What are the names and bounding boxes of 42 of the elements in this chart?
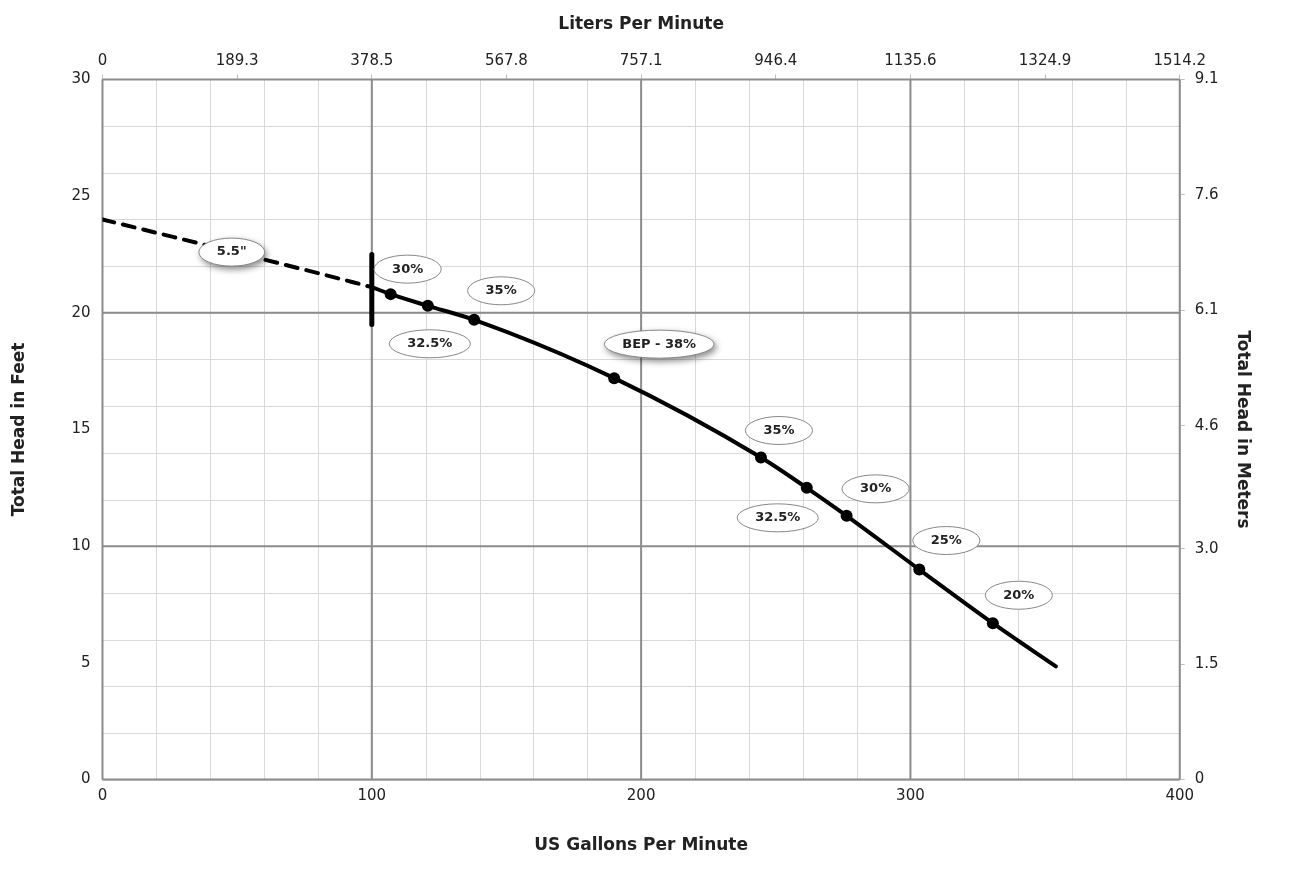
x2-tick-label: 1514.2 (1153, 51, 1206, 70)
annotation: 32.5% (407, 335, 453, 351)
annotation: 5.5" (216, 243, 247, 259)
annotation: 32.5% (755, 509, 801, 525)
x2-tick-label: 946.4 (754, 51, 798, 70)
annotation: 20% (1003, 586, 1035, 602)
x-tick-label: 0 (97, 786, 108, 805)
x-tick-label: 100 (357, 786, 387, 805)
annotation: 30% (860, 480, 892, 496)
y-tick-label: 10 (71, 536, 91, 555)
y2-tick-label: 9.1 (1194, 69, 1219, 88)
x2-tick-label: 1135.6 (884, 51, 937, 70)
annotation: 30% (392, 260, 424, 276)
annotation: 35% (763, 421, 795, 437)
y2-tick-label: 4.6 (1194, 415, 1219, 434)
x2-tick-label: 567.8 (484, 51, 528, 70)
y-tick-label: 15 (71, 419, 91, 438)
y-tick-label: 25 (71, 185, 91, 204)
x2-axis-title: Liters Per Minute (558, 12, 724, 33)
annotation: 35% (485, 282, 517, 298)
x-tick-label: 400 (1165, 786, 1195, 805)
annotation: 25% (930, 531, 962, 547)
annotation: BEP - 38% (622, 335, 697, 351)
x-tick-label: 300 (896, 786, 925, 805)
x2-tick-label: 189.3 (215, 51, 259, 70)
y2-tick-label: 7.6 (1194, 184, 1219, 203)
x-tick-label: 200 (626, 786, 656, 805)
x2-tick-label: 0 (97, 51, 108, 70)
y2-tick-label: 0 (1194, 769, 1205, 788)
y2-tick-label: 6.1 (1194, 300, 1219, 319)
y-axis-title: Total Head in Feet (7, 342, 28, 517)
y2-tick-label: 3.0 (1194, 538, 1219, 557)
y-tick-label: 20 (71, 302, 91, 321)
y-tick-label: 30 (71, 69, 91, 88)
x2-tick-label: 1324.9 (1018, 51, 1072, 70)
x2-tick-label: 757.1 (619, 51, 663, 70)
x-axis-title: US Gallons Per Minute (534, 834, 748, 855)
y-tick-label: 0 (80, 769, 91, 788)
y2-axis-title: Total Head in Meters (1234, 330, 1255, 529)
y2-tick-label: 1.5 (1194, 654, 1219, 673)
x2-tick-label: 378.5 (350, 51, 394, 70)
y-tick-label: 5 (80, 652, 91, 671)
